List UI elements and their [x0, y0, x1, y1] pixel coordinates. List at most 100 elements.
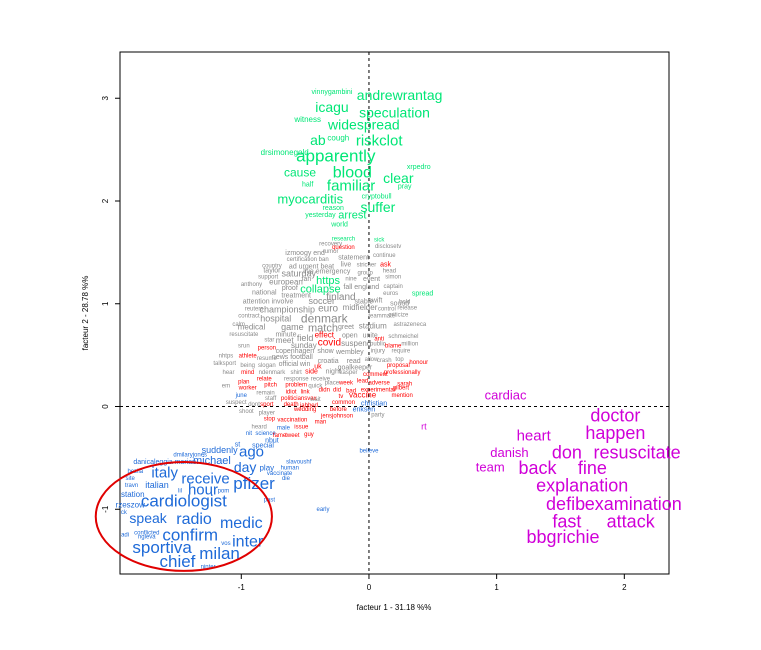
word-label: saturday	[281, 268, 316, 278]
word-label: suffer	[361, 199, 396, 215]
word-label: injury	[371, 349, 385, 355]
word-label: vinnygambini	[312, 89, 353, 96]
word-label: anthony	[241, 282, 262, 288]
word-label: lil	[178, 488, 182, 494]
word-label: ninter	[201, 564, 216, 570]
word-label: nhtps	[219, 354, 234, 360]
word-label: news football	[272, 354, 313, 361]
word-label: hear	[223, 370, 235, 376]
word-label: common	[332, 400, 355, 406]
word-label: ab	[310, 132, 326, 148]
word-label: teammate	[368, 314, 395, 320]
word-label: week	[338, 380, 354, 386]
word-label: wedding	[293, 407, 316, 413]
word-label: being	[240, 363, 255, 369]
word-label: die	[282, 476, 291, 482]
word-label: pom	[218, 488, 230, 494]
word-label: resuscitate	[594, 443, 681, 463]
word-label: man	[315, 419, 327, 425]
word-label: eriksen	[353, 406, 376, 413]
word-label: honour	[409, 360, 428, 366]
word-label: finland	[326, 292, 355, 303]
word-label: allow	[365, 357, 379, 363]
word-label: em	[222, 384, 230, 390]
word-label: contract	[238, 314, 260, 320]
word-label: treatment	[281, 292, 311, 299]
word-label: blame	[385, 343, 402, 349]
word-label: response	[284, 376, 309, 382]
word-label: mind	[241, 370, 254, 376]
word-label: suddenly	[202, 445, 239, 455]
word-label: open	[342, 332, 358, 339]
word-label: fine	[578, 458, 607, 478]
word-label: link	[301, 390, 311, 396]
word-label: shoot	[239, 409, 254, 415]
word-label: ngleva	[138, 535, 156, 541]
word-label: fast	[552, 511, 581, 531]
word-label: speak	[129, 510, 167, 526]
word-label: srun	[238, 343, 250, 349]
word-label: astrazeneca	[393, 322, 426, 328]
word-label: nine	[345, 277, 357, 283]
word-label: croatia	[318, 358, 339, 365]
word-label: sound	[390, 301, 409, 308]
word-label: criticize	[388, 313, 409, 319]
word-label: idiot	[286, 390, 297, 396]
word-label: spread	[412, 290, 434, 297]
word-label: statement	[338, 254, 369, 261]
x-tick-label: 0	[367, 583, 372, 592]
word-label: back	[518, 458, 557, 478]
word-label: apparently	[296, 146, 376, 165]
word-label: question	[332, 245, 355, 251]
word-label: ago	[239, 444, 264, 461]
word-label: jensjohnson	[320, 413, 353, 419]
word-label: require	[392, 349, 411, 355]
word-label: issue	[294, 425, 309, 431]
word-label: midfielder	[343, 303, 378, 312]
word-label: slogan	[258, 363, 276, 369]
word-label: cardiologist	[141, 492, 227, 511]
word-label: did	[333, 388, 341, 394]
word-label: clear	[383, 170, 414, 186]
x-tick-label: 1	[494, 583, 499, 592]
word-label: happen	[585, 423, 645, 443]
word-label: andrewrantag	[357, 87, 443, 103]
plot-frame	[119, 51, 670, 575]
word-label: inter	[232, 533, 264, 550]
word-label: sportiva	[132, 538, 192, 557]
word-label: support	[258, 275, 278, 281]
word-label: special	[252, 442, 274, 449]
word-label: wembley	[335, 349, 364, 356]
word-label: uk	[314, 363, 322, 370]
word-label: sport	[260, 402, 274, 408]
word-label: unite	[363, 332, 378, 339]
word-label: person	[258, 346, 276, 352]
word-label: xrpedro	[407, 164, 431, 171]
word-label: death	[284, 402, 299, 408]
word-label: confirm	[162, 525, 218, 544]
word-label: politiciansvax	[281, 396, 317, 402]
word-label: euro	[318, 304, 338, 315]
word-label: goalkeeper	[338, 364, 373, 371]
word-label: italian	[145, 480, 169, 490]
word-label: dont	[248, 402, 260, 408]
word-label: team	[476, 460, 505, 475]
word-label: nit	[246, 431, 253, 437]
word-label: vos	[221, 541, 230, 547]
word-label: rzeszow	[116, 500, 146, 509]
word-label: field	[297, 333, 314, 343]
highlight-ellipse	[94, 460, 273, 572]
axis-ticks: -1 0 1 2 -1 0 1 2 3	[101, 95, 627, 592]
word-label: receive	[181, 470, 229, 487]
word-label: icagu	[315, 99, 348, 115]
word-label: medical	[238, 322, 266, 331]
y-axis-label: facteur 2 - 28.78 %%	[81, 276, 90, 351]
word-label: resume	[257, 356, 278, 362]
word-label: game	[281, 322, 304, 332]
word-label: pray	[398, 183, 412, 190]
word-label: plan	[238, 379, 249, 385]
word-label: athlete	[239, 354, 258, 360]
word-label: million	[401, 341, 418, 347]
word-label: widespread	[327, 117, 400, 133]
word-label: simon	[385, 275, 401, 281]
